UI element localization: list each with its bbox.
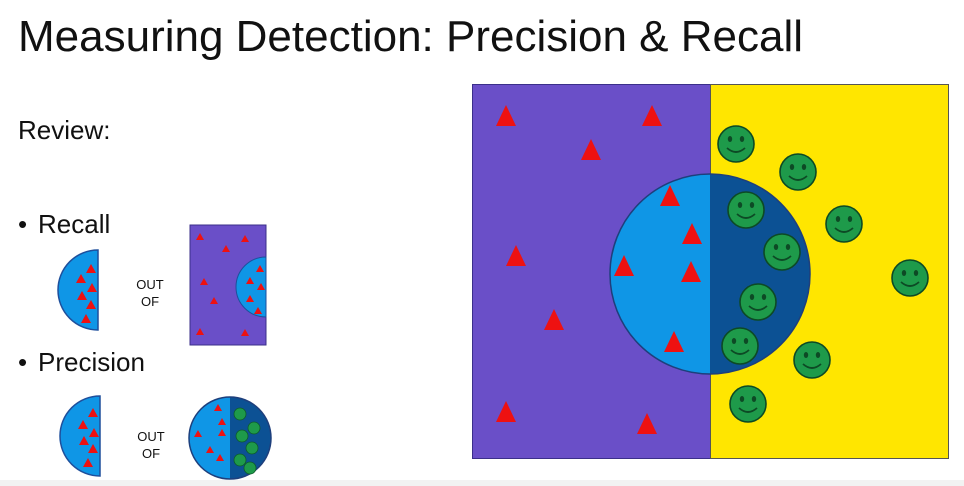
precision-label: Precision (38, 347, 145, 377)
triangle-icon (78, 408, 99, 467)
slide-bottom-edge (0, 480, 964, 486)
recall-label: Recall (38, 209, 111, 239)
triangle-icon (194, 404, 226, 461)
bullet-precision: • Precision (18, 346, 145, 378)
triangle-icon (76, 264, 97, 323)
triangle-icon (196, 233, 265, 336)
selected-negative-half (610, 174, 710, 374)
smiley-face-icon (233, 407, 261, 475)
bullet-recall: • Recall (18, 208, 110, 240)
slide-title: Measuring Detection: Precision & Recall (18, 12, 804, 61)
main-detection-diagram (472, 84, 949, 459)
precision-total-circle-diagram (188, 396, 272, 480)
precision-out-of-text: OUT OF (137, 429, 165, 461)
selection-circle (609, 173, 811, 375)
recall-total-panel-diagram (189, 224, 267, 346)
precision-half-circle-diagram (59, 395, 101, 477)
recall-out-of-text: OUT OF (136, 277, 164, 309)
recall-half-circle-diagram (57, 249, 99, 331)
review-heading: Review: (18, 115, 111, 145)
bullet-dot-icon: • (18, 209, 28, 239)
bullet-dot-icon: • (18, 347, 28, 377)
